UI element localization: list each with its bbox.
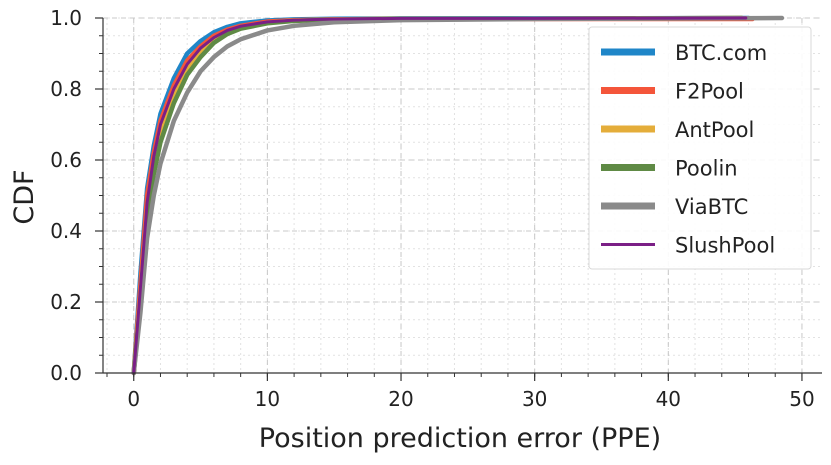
series-lines bbox=[131, 15, 785, 376]
series-line-slushpool bbox=[132, 16, 748, 375]
y-tick-label: 0.6 bbox=[50, 148, 82, 172]
legend-label-poolin: Poolin bbox=[675, 157, 738, 181]
y-axis-title: CDF bbox=[9, 169, 40, 224]
legend-label-antpool: AntPool bbox=[675, 118, 754, 142]
x-tick-label: 0 bbox=[127, 387, 140, 411]
x-tick-label: 50 bbox=[789, 387, 814, 411]
x-tick-label: 40 bbox=[656, 387, 681, 411]
y-tick-label: 0.2 bbox=[50, 290, 82, 314]
y-tick-label: 0.0 bbox=[50, 361, 82, 385]
legend-label-f2pool: F2Pool bbox=[675, 80, 744, 104]
x-tick-label: 10 bbox=[255, 387, 280, 411]
tick-labels: 0 10 20 30 40 50 0.0 0.2 0.4 0.6 0.8 1.0 bbox=[50, 6, 814, 411]
legend-label-slushpool: SlushPool bbox=[675, 234, 775, 258]
axes bbox=[95, 17, 822, 381]
x-tick-label: 30 bbox=[522, 387, 547, 411]
y-tick-label: 0.4 bbox=[50, 219, 82, 243]
legend-label-btc-com: BTC.com bbox=[675, 41, 767, 65]
grid-lines bbox=[103, 17, 822, 374]
x-axis-title: Position prediction error (PPE) bbox=[259, 423, 661, 454]
legend: BTC.com F2Pool AntPool Poolin ViaBTC SlushPoo… bbox=[588, 26, 812, 270]
legend-label-viabtc: ViaBTC bbox=[675, 195, 748, 219]
x-tick-label: 20 bbox=[388, 387, 413, 411]
y-tick-label: 0.8 bbox=[50, 77, 82, 101]
y-tick-label: 1.0 bbox=[50, 6, 82, 30]
series-line-viabtc bbox=[131, 15, 785, 376]
